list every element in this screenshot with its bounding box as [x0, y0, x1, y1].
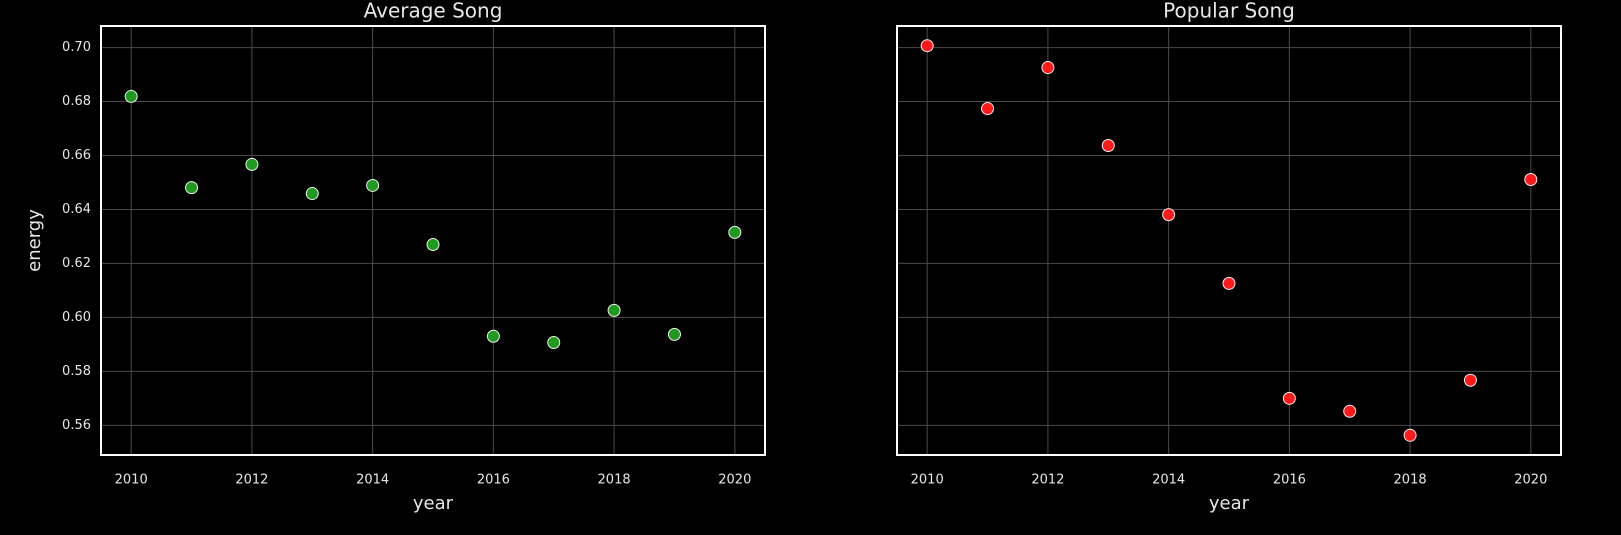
point — [185, 181, 199, 195]
point — [1222, 276, 1236, 290]
x-tick-label: 2020 — [718, 473, 751, 488]
point — [1403, 428, 1417, 442]
point — [1162, 208, 1176, 222]
x-tick-label: 2014 — [356, 473, 389, 488]
point — [486, 329, 500, 343]
y-tick-label: 0.62 — [62, 256, 91, 271]
y-tick-label: 0.64 — [62, 202, 91, 217]
y-tick-label: 0.70 — [62, 40, 91, 55]
point — [981, 102, 995, 116]
x-tick-label: 2012 — [235, 473, 268, 488]
point — [1524, 173, 1538, 187]
y-axis-label: energy — [24, 209, 45, 272]
point — [366, 178, 380, 192]
point — [1282, 391, 1296, 405]
point — [1101, 139, 1115, 153]
x-tick-label: 2010 — [911, 473, 944, 488]
plot-frame — [896, 25, 1562, 456]
x-tick-label: 2012 — [1031, 473, 1064, 488]
x-tick-label: 2016 — [477, 473, 510, 488]
point — [667, 327, 681, 341]
point — [547, 335, 561, 349]
point — [1463, 373, 1477, 387]
point — [1041, 61, 1055, 75]
x-axis-label: year — [413, 493, 454, 514]
chart-title: Popular Song — [1163, 0, 1295, 23]
point — [124, 89, 138, 103]
x-tick-label: 2016 — [1273, 473, 1306, 488]
point — [245, 157, 259, 171]
x-tick-label: 2014 — [1152, 473, 1185, 488]
y-tick-label: 0.68 — [62, 94, 91, 109]
x-tick-label: 2020 — [1514, 473, 1547, 488]
point — [305, 187, 319, 201]
y-tick-label: 0.60 — [62, 310, 91, 325]
x-tick-label: 2018 — [598, 473, 631, 488]
plot-frame — [100, 25, 766, 456]
y-tick-label: 0.58 — [62, 364, 91, 379]
point — [728, 225, 742, 239]
point — [920, 39, 934, 53]
x-tick-label: 2018 — [1394, 473, 1427, 488]
y-tick-label: 0.56 — [62, 418, 91, 433]
point — [1343, 404, 1357, 418]
x-tick-label: 2010 — [115, 473, 148, 488]
point — [607, 303, 621, 317]
x-axis-label: year — [1209, 493, 1250, 514]
y-tick-label: 0.66 — [62, 148, 91, 163]
chart-title: Average Song — [364, 0, 503, 23]
point — [426, 238, 440, 252]
